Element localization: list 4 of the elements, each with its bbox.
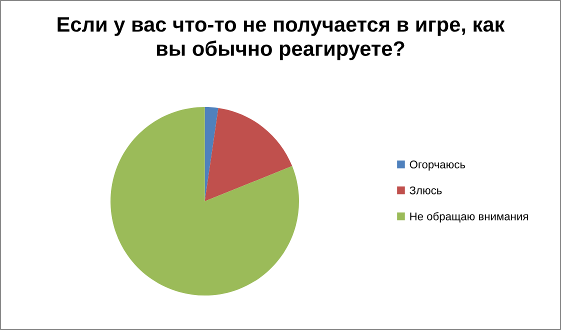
legend-label: Огорчаюсь bbox=[410, 160, 466, 171]
legend-label: Злюсь bbox=[410, 186, 442, 194]
legend-label: Не обращаю внимания bbox=[410, 212, 528, 223]
chart-title: Если у вас что-то не получается в игре, как вы обычно реагируете? bbox=[58, 17, 505, 60]
